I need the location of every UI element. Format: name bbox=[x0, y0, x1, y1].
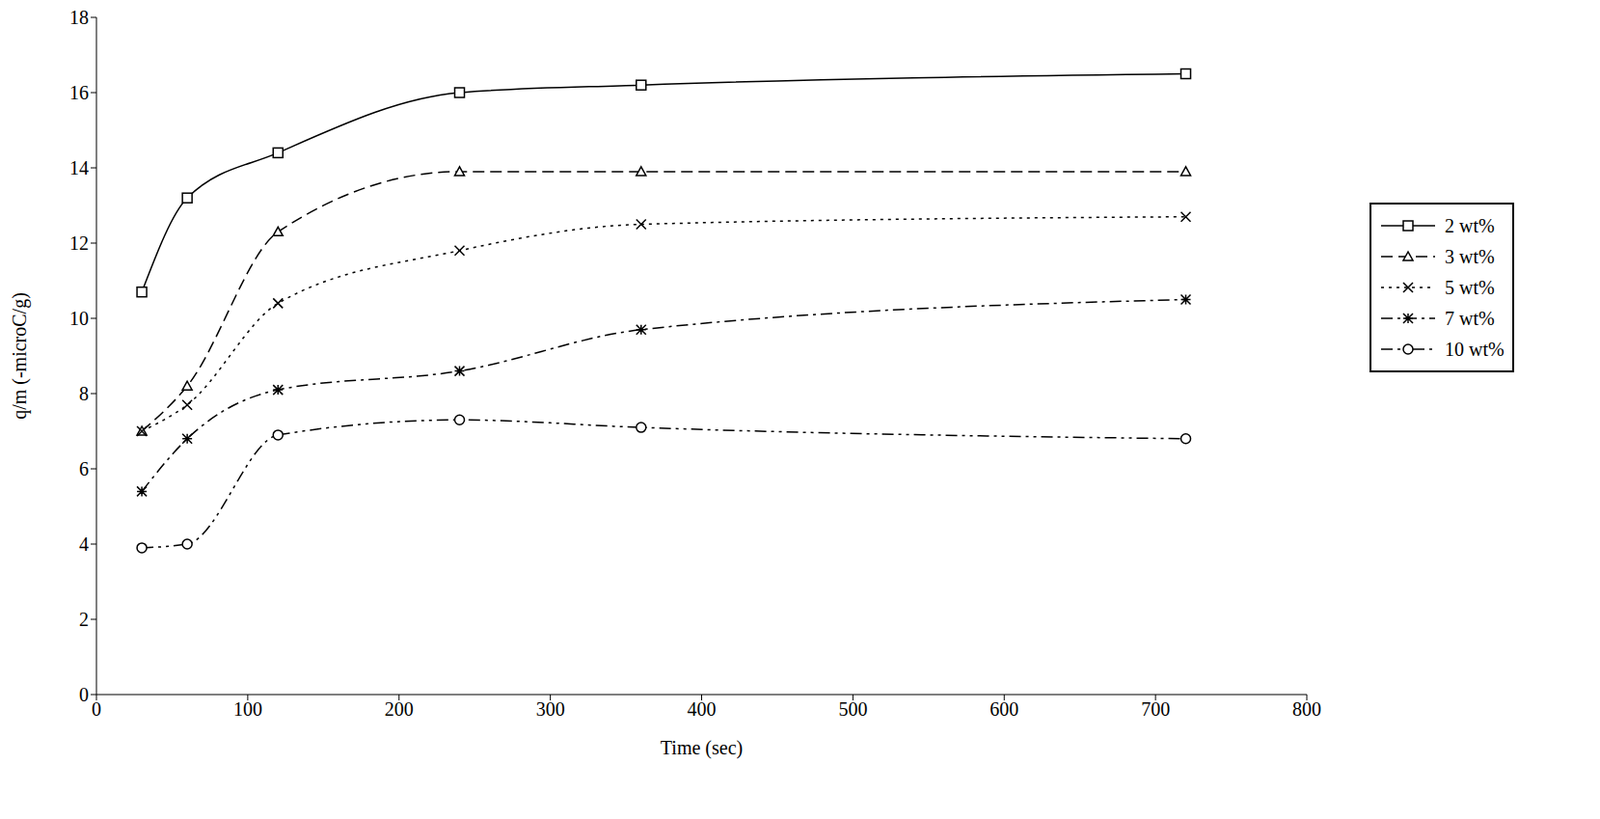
html-text:2 wt%: 2 wt% bbox=[1444, 214, 1495, 236]
svg-text:18: 18 bbox=[69, 6, 89, 28]
svg-text:14: 14 bbox=[69, 157, 89, 179]
svg-text:300: 300 bbox=[536, 698, 566, 720]
svg-text:12: 12 bbox=[69, 232, 89, 254]
svg-text:Time (sec): Time (sec) bbox=[660, 736, 743, 760]
html-text:5 wt%: 5 wt% bbox=[1444, 276, 1495, 298]
svg-text:0: 0 bbox=[91, 698, 102, 720]
svg-text:10: 10 bbox=[69, 307, 89, 329]
html-text:7 wt%: 7 wt% bbox=[1444, 307, 1495, 329]
svg-text:100: 100 bbox=[233, 698, 263, 720]
svg-text:800: 800 bbox=[1292, 698, 1322, 720]
svg-text:16: 16 bbox=[69, 81, 89, 104]
html-text:10 wt%: 10 wt% bbox=[1444, 338, 1505, 360]
svg-text:500: 500 bbox=[838, 698, 868, 720]
svg-text:600: 600 bbox=[989, 698, 1019, 720]
svg-text:2: 2 bbox=[79, 608, 89, 630]
svg-text:q/m (-microC/g): q/m (-microC/g) bbox=[8, 292, 31, 420]
svg-text:700: 700 bbox=[1140, 698, 1170, 720]
svg-text:8: 8 bbox=[79, 382, 89, 405]
svg-text:4: 4 bbox=[79, 533, 89, 555]
svg-text:0: 0 bbox=[79, 683, 89, 706]
svg-text:6: 6 bbox=[79, 458, 89, 480]
html-text:3 wt%: 3 wt% bbox=[1444, 245, 1495, 267]
svg-text:400: 400 bbox=[687, 698, 717, 720]
svg-text:200: 200 bbox=[384, 698, 414, 720]
